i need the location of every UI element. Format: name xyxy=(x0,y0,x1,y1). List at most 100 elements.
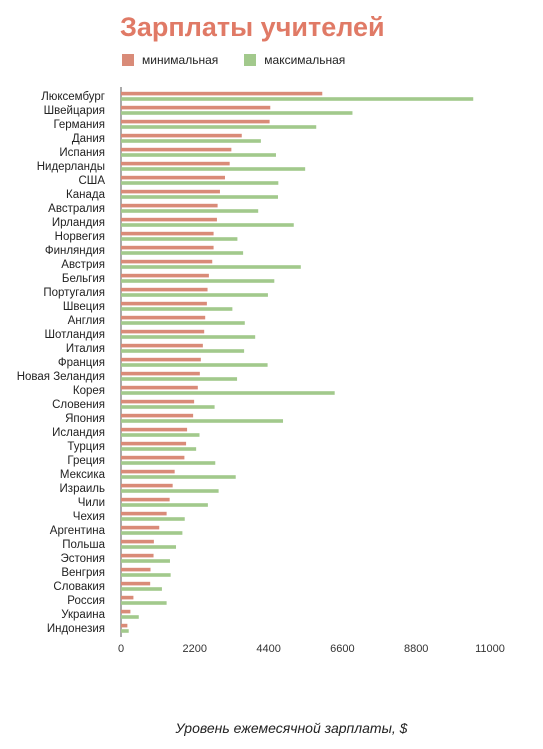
bar-max xyxy=(121,531,183,535)
bar-min xyxy=(121,511,167,516)
legend-item-max: максимальная xyxy=(244,53,345,67)
category-label: Турция xyxy=(67,441,105,453)
bar-min xyxy=(121,497,170,502)
x-tick-label: 8800 xyxy=(404,643,428,655)
bar-max xyxy=(121,503,208,507)
category-label: Польша xyxy=(62,539,105,551)
bar-max xyxy=(121,391,335,395)
bar-min xyxy=(121,525,160,530)
bar-max xyxy=(121,587,162,591)
bar-min xyxy=(121,469,175,474)
bar-max xyxy=(121,517,185,521)
bar-min xyxy=(121,161,230,166)
bar-min xyxy=(121,91,323,96)
bar-max xyxy=(121,377,238,381)
bar-max xyxy=(121,419,284,423)
bar-max xyxy=(121,111,353,115)
bar-max xyxy=(121,489,219,493)
bar-min xyxy=(121,399,195,404)
bar-max xyxy=(121,153,276,157)
bar-min xyxy=(121,315,206,320)
legend-swatch-min xyxy=(122,54,134,66)
category-label: Россия xyxy=(67,595,105,607)
bar-max xyxy=(121,349,245,353)
legend-label-max: максимальная xyxy=(264,53,346,67)
category-label: Финляндия xyxy=(45,245,105,257)
bar-max xyxy=(121,629,129,633)
category-label: Швеция xyxy=(63,301,105,313)
bar-min xyxy=(121,245,214,250)
bar-max xyxy=(121,307,233,311)
bar-min xyxy=(121,329,205,334)
category-label: Ирландия xyxy=(52,217,105,229)
bar-max xyxy=(121,545,177,549)
category-label: Эстония xyxy=(60,553,105,565)
bar-min xyxy=(121,133,242,138)
x-tick-label: 4400 xyxy=(256,643,280,655)
category-label: Швейцария xyxy=(44,105,105,117)
category-label: Греция xyxy=(67,455,105,467)
bar-max xyxy=(121,433,200,437)
bar-min xyxy=(121,343,203,348)
bar-max xyxy=(121,195,278,199)
category-label: Норвегия xyxy=(55,231,105,243)
bar-min xyxy=(121,105,271,110)
bar-min xyxy=(121,413,194,418)
bar-max xyxy=(121,461,216,465)
category-label: США xyxy=(78,175,105,187)
category-label: Шотландия xyxy=(44,329,105,341)
category-label: Корея xyxy=(73,385,105,397)
bar-max xyxy=(121,293,268,297)
category-label: Португалия xyxy=(43,287,105,299)
bar-min xyxy=(121,189,220,194)
category-label: Франция xyxy=(58,357,105,369)
bar-min xyxy=(121,455,185,460)
category-label: Бельгия xyxy=(62,273,105,285)
bar-max xyxy=(121,321,245,325)
bar-max xyxy=(121,573,171,577)
x-tick-label: 2200 xyxy=(183,643,207,655)
category-label: Чехия xyxy=(73,511,105,523)
bar-min xyxy=(121,259,213,264)
bar-max xyxy=(121,251,244,255)
category-label: Аргентина xyxy=(50,525,106,537)
bar-max xyxy=(121,559,170,563)
category-label: Испания xyxy=(59,147,105,159)
category-label: Германия xyxy=(53,119,105,131)
bar-min xyxy=(121,301,207,306)
bar-min xyxy=(121,273,209,278)
legend-item-min: минимальная xyxy=(122,53,218,67)
bar-max xyxy=(121,363,268,367)
bar-min xyxy=(121,567,151,572)
category-label: Канада xyxy=(66,189,106,201)
category-label: Люксембург xyxy=(41,91,105,103)
x-axis-title: Уровень ежемесячной зарплаты, $ xyxy=(175,720,408,736)
bar-min xyxy=(121,217,217,222)
category-label: Австралия xyxy=(48,203,105,215)
bar-min xyxy=(121,581,151,586)
category-label: Словакия xyxy=(53,581,105,593)
legend-swatch-max xyxy=(244,54,257,66)
chart-title: Зарплаты учителей xyxy=(120,12,385,42)
bar-min xyxy=(121,287,208,292)
bar-min xyxy=(121,539,154,544)
bar-max xyxy=(121,139,261,143)
bar-max xyxy=(121,125,317,129)
bar-min xyxy=(121,553,154,558)
bar-min xyxy=(121,385,198,390)
bar-max xyxy=(121,97,474,101)
bar-max xyxy=(121,279,275,283)
bar-min xyxy=(121,609,131,614)
category-label: Индонезия xyxy=(47,623,105,635)
category-label: Новая Зеландия xyxy=(17,371,105,383)
bar-max xyxy=(121,237,238,241)
bar-min xyxy=(121,147,232,152)
bar-max xyxy=(121,335,256,339)
x-tick-label: 6600 xyxy=(330,643,354,655)
bar-max xyxy=(121,475,236,479)
category-label: Нидерланды xyxy=(37,161,105,173)
legend-label-min: минимальная xyxy=(142,53,219,67)
category-label: Англия xyxy=(68,315,105,327)
bar-min xyxy=(121,427,188,432)
